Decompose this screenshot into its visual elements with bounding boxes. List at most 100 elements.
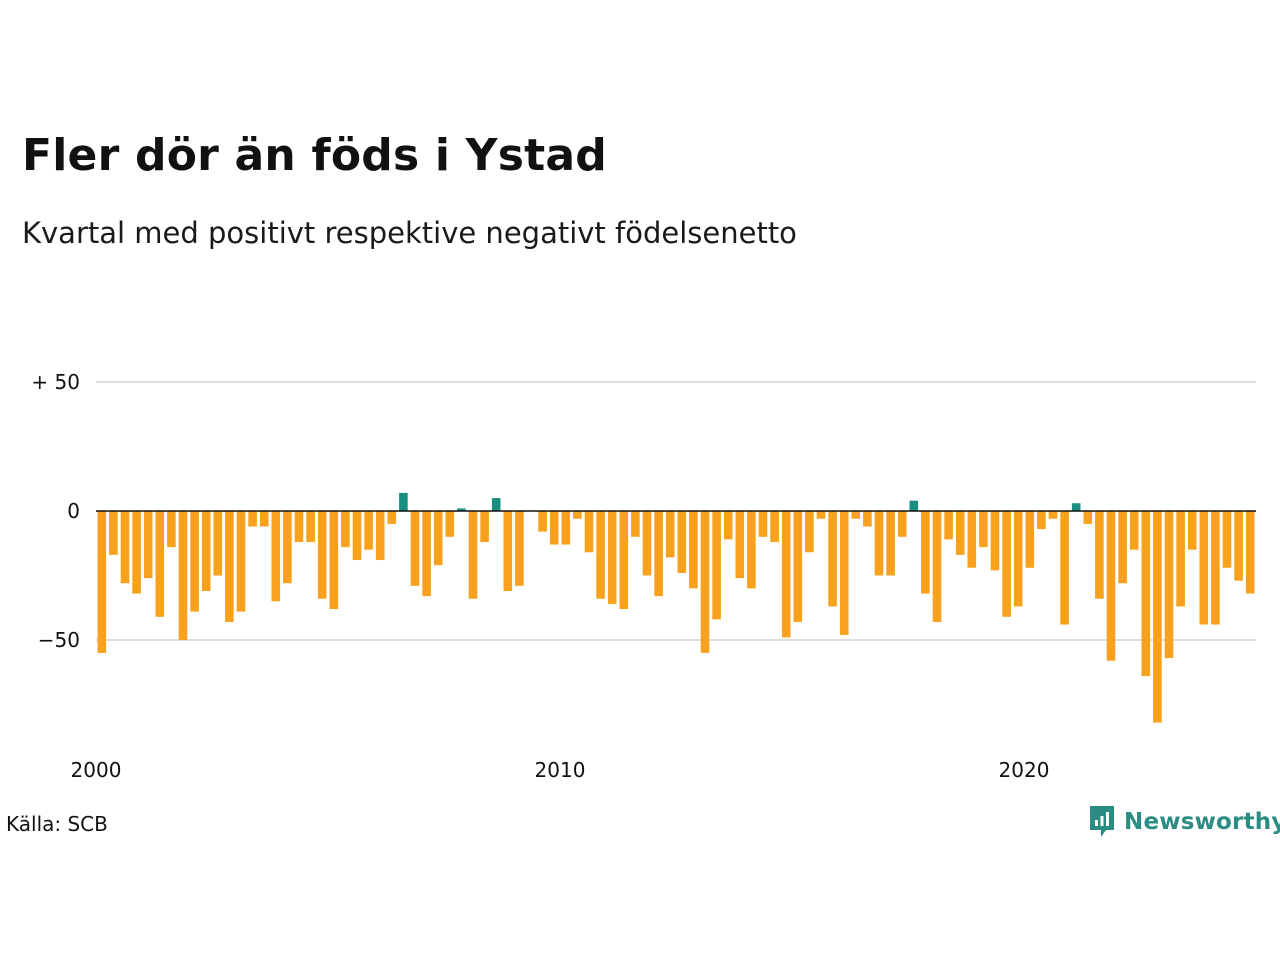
y-tick-label: 0 [67, 499, 80, 523]
bar [654, 511, 663, 597]
bar [1013, 511, 1023, 607]
bar [201, 511, 211, 591]
bar [770, 511, 779, 542]
bar [631, 511, 640, 537]
x-tick-label: 2020 [999, 758, 1050, 782]
bar [364, 511, 373, 550]
bar [886, 511, 895, 576]
chart-title: Fler dör än föds i Ystad [22, 130, 607, 181]
bar [97, 511, 107, 653]
bar [306, 511, 315, 542]
x-tick-label: 2000 [71, 758, 122, 782]
bar [515, 511, 524, 586]
bar [1187, 511, 1197, 550]
bar [341, 511, 350, 548]
bar [329, 511, 339, 610]
bar [167, 511, 176, 548]
bar [1083, 511, 1093, 524]
bar [596, 511, 605, 599]
bar [805, 511, 814, 553]
bar [1199, 511, 1209, 625]
bar [120, 511, 130, 584]
bar [677, 511, 687, 573]
bar [491, 498, 501, 511]
bar [1164, 511, 1174, 659]
bar [271, 511, 281, 602]
bar [944, 511, 953, 540]
bar [248, 511, 257, 527]
bar [1118, 511, 1127, 584]
bar [723, 511, 733, 540]
bar [607, 511, 617, 604]
bar-chart: + 50 0 −50 2000 2010 2020 [31, 370, 1256, 782]
bar [352, 511, 362, 561]
bar [967, 511, 977, 568]
bar [399, 492, 408, 511]
bar [874, 511, 884, 576]
bar [1222, 511, 1232, 568]
bar [457, 508, 466, 511]
bar [1002, 511, 1011, 617]
bar [143, 511, 153, 579]
bar [480, 511, 489, 542]
bar [445, 511, 455, 537]
bar [422, 511, 431, 597]
bar [619, 511, 629, 610]
bar [1153, 511, 1162, 723]
bar [689, 511, 698, 589]
bar [642, 511, 652, 576]
bar [735, 511, 745, 579]
bar [1071, 503, 1081, 511]
bar [503, 511, 513, 591]
bar [921, 511, 930, 594]
bars [97, 492, 1255, 723]
bar [375, 511, 385, 561]
bar [747, 511, 756, 589]
bar [294, 511, 304, 542]
bar [909, 500, 919, 511]
bar [851, 511, 861, 519]
bar [549, 511, 559, 545]
bar [213, 511, 223, 576]
bar [758, 511, 768, 537]
bar [955, 511, 965, 555]
bar [990, 511, 1000, 571]
bar [1234, 511, 1243, 581]
y-tick-label: + 50 [31, 370, 80, 394]
bar [1245, 511, 1255, 594]
brand-name: Newsworthy [1124, 809, 1280, 835]
bar [863, 511, 872, 527]
newsworthy-chart-bubble-icon [1090, 806, 1114, 837]
source-note: Källa: SCB [6, 812, 108, 836]
bar [1025, 511, 1035, 568]
bar [584, 511, 594, 553]
bar [387, 511, 397, 524]
bar [1176, 511, 1185, 607]
x-tick-label: 2010 [535, 758, 586, 782]
bar [433, 511, 443, 566]
bar [225, 511, 234, 622]
y-tick-label: −50 [38, 628, 80, 652]
bar [178, 511, 188, 640]
bar [793, 511, 803, 622]
bar [1048, 511, 1058, 519]
bar [700, 511, 710, 653]
bar [1211, 511, 1220, 625]
bar [665, 511, 675, 558]
bar [573, 511, 582, 519]
bar [236, 511, 246, 612]
bar [979, 511, 988, 548]
bar [1060, 511, 1069, 625]
gridlines [96, 381, 1256, 641]
bar [468, 511, 478, 599]
bar [109, 511, 118, 555]
bar [259, 511, 269, 527]
bar [1106, 511, 1116, 661]
newsworthy-logo: Newsworthy [1088, 804, 1280, 840]
bar [839, 511, 849, 635]
bar [712, 511, 721, 620]
bar [816, 511, 826, 519]
bar [132, 511, 141, 594]
bar [828, 511, 837, 607]
bar [538, 511, 547, 532]
